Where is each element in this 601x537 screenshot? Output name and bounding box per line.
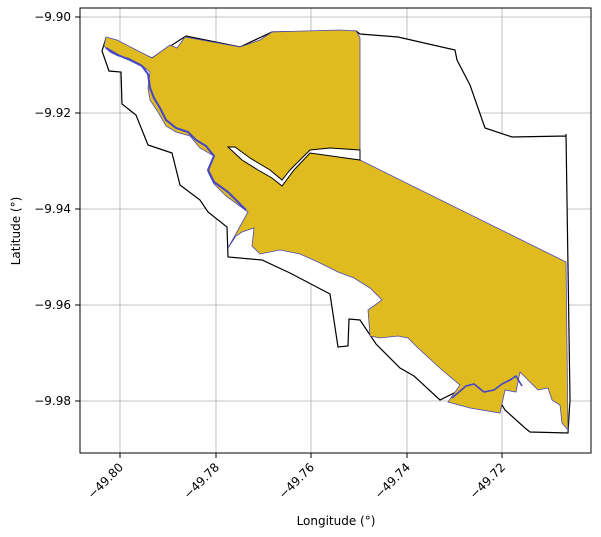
y-tick-label: −9.94 — [34, 202, 71, 216]
x-tick-marks — [119, 453, 503, 458]
x-tick-label: −49.72 — [467, 460, 508, 501]
shaded-area — [103, 29, 569, 432]
y-tick-marks — [75, 16, 80, 402]
y-tick-label: −9.98 — [34, 394, 71, 408]
boundary-notch — [226, 146, 361, 187]
x-axis-label: Longitude (°) — [297, 514, 376, 528]
y-tick-label: −9.90 — [34, 10, 71, 24]
x-tick-label: −49.78 — [181, 460, 222, 501]
river-channel — [105, 47, 247, 211]
y-axis-label: Latitude (°) — [9, 197, 23, 266]
x-tick-label: −49.76 — [276, 460, 317, 501]
river-channel-east — [451, 374, 523, 399]
y-tick-label: −9.92 — [34, 106, 71, 120]
x-tick-label: −49.74 — [372, 460, 413, 501]
x-tick-label: −49.80 — [85, 460, 126, 501]
axes-frame — [79, 7, 592, 454]
y-tick-label: −9.96 — [34, 298, 71, 312]
